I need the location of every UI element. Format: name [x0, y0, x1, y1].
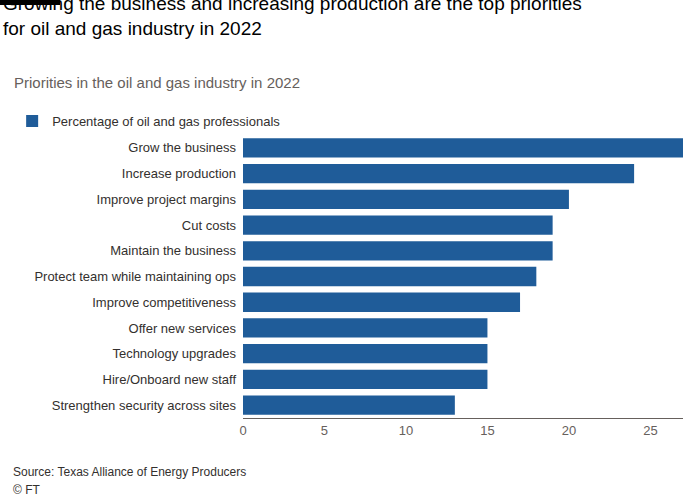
svg-text:Hire/Onboard new staff: Hire/Onboard new staff — [103, 372, 237, 387]
svg-text:Cut costs: Cut costs — [182, 218, 237, 233]
svg-text:Source: Texas Alliance of Ener: Source: Texas Alliance of Energy Produce… — [13, 465, 246, 479]
svg-text:Improve competitiveness: Improve competitiveness — [92, 295, 236, 310]
svg-text:15: 15 — [480, 423, 494, 438]
svg-text:20: 20 — [562, 423, 576, 438]
svg-text:Offer new services: Offer new services — [129, 321, 237, 336]
svg-text:Improve project margins: Improve project margins — [97, 192, 237, 207]
svg-text:5: 5 — [321, 423, 328, 438]
svg-text:0: 0 — [239, 423, 246, 438]
svg-text:Grow the business: Grow the business — [128, 140, 236, 155]
svg-text:Growing the business and incre: Growing the business and increasing prod… — [3, 0, 582, 39]
svg-text:Strengthen security across sit: Strengthen security across sites — [52, 398, 237, 413]
svg-text:Protect team while maintaining: Protect team while maintaining ops — [34, 269, 236, 284]
svg-text:© FT: © FT — [13, 483, 41, 497]
svg-text:Priorities in the oil and gas: Priorities in the oil and gas industry i… — [14, 74, 300, 91]
svg-text:Maintain the business: Maintain the business — [110, 243, 236, 258]
svg-text:Percentage of oil and gas prof: Percentage of oil and gas professionals — [52, 114, 280, 129]
svg-text:10: 10 — [399, 423, 413, 438]
svg-text:Increase production: Increase production — [122, 166, 236, 181]
svg-text:25: 25 — [643, 423, 657, 438]
svg-text:Technology upgrades: Technology upgrades — [112, 346, 236, 361]
